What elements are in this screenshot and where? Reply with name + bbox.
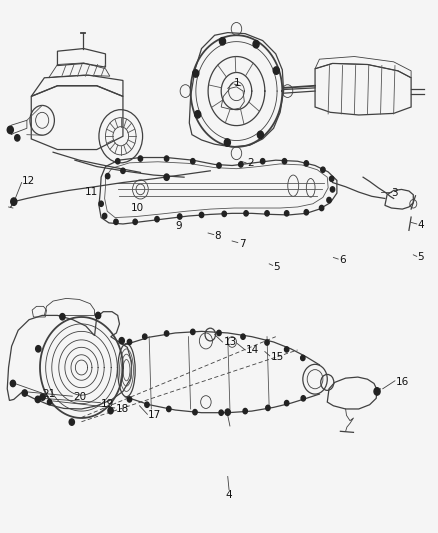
Text: 7: 7 [239,239,245,248]
Circle shape [219,37,226,45]
Circle shape [133,219,138,224]
Circle shape [116,159,120,164]
Text: 5: 5 [274,262,280,271]
Text: 16: 16 [396,377,409,387]
Text: 11: 11 [85,187,98,197]
Circle shape [374,387,380,395]
Text: 4: 4 [418,220,424,230]
Circle shape [99,201,103,206]
Circle shape [217,330,221,336]
Text: 21: 21 [42,389,56,399]
Circle shape [11,380,15,386]
Circle shape [327,197,331,203]
Circle shape [193,70,199,77]
Circle shape [219,410,223,415]
Circle shape [47,399,52,405]
Circle shape [222,211,226,216]
Circle shape [193,409,197,415]
Circle shape [145,402,149,407]
Text: 20: 20 [73,392,86,402]
Text: 15: 15 [271,352,284,362]
Circle shape [40,394,45,400]
Circle shape [199,212,204,217]
Circle shape [191,329,195,335]
Circle shape [127,397,132,402]
Circle shape [11,198,17,205]
Circle shape [60,313,65,320]
Circle shape [285,347,289,352]
Circle shape [283,159,287,164]
Circle shape [225,409,230,415]
Circle shape [304,161,308,166]
Circle shape [138,156,143,161]
Circle shape [191,159,195,164]
Text: 10: 10 [131,203,144,213]
Circle shape [119,337,124,344]
Circle shape [239,162,243,167]
Circle shape [253,41,259,48]
Circle shape [177,214,182,219]
Circle shape [155,216,159,222]
Circle shape [329,176,334,181]
Circle shape [143,334,147,340]
Circle shape [266,405,270,410]
Circle shape [300,356,305,361]
Circle shape [164,174,169,180]
Text: 9: 9 [175,221,182,231]
Circle shape [244,211,248,216]
Circle shape [241,334,245,340]
Circle shape [69,419,74,425]
Circle shape [319,205,324,211]
Circle shape [114,219,118,224]
Circle shape [265,340,269,345]
Circle shape [285,400,289,406]
Text: 14: 14 [246,345,259,355]
Circle shape [304,209,308,215]
Circle shape [166,406,171,411]
Text: 3: 3 [392,188,398,198]
Text: 13: 13 [223,337,237,347]
Circle shape [121,168,125,173]
Circle shape [285,211,289,216]
Circle shape [22,390,27,396]
Text: 19: 19 [101,399,114,409]
Text: 1: 1 [234,78,241,88]
Circle shape [301,395,305,401]
Text: 5: 5 [418,253,424,262]
Circle shape [321,167,325,172]
Circle shape [35,396,40,402]
Text: 8: 8 [215,231,221,241]
Circle shape [14,135,20,141]
Circle shape [258,131,264,139]
Circle shape [164,156,169,161]
Circle shape [261,159,265,164]
Text: 2: 2 [247,158,254,168]
Circle shape [7,126,13,134]
Circle shape [265,211,269,216]
Circle shape [106,173,110,179]
Text: 6: 6 [339,255,346,265]
Circle shape [102,213,107,219]
Circle shape [164,331,169,336]
Circle shape [224,139,230,146]
Circle shape [95,312,101,319]
Circle shape [35,345,41,352]
Text: 12: 12 [21,176,35,187]
Circle shape [108,407,113,414]
Text: 4: 4 [226,490,232,500]
Circle shape [217,163,221,168]
Circle shape [273,67,279,74]
Text: 18: 18 [116,404,129,414]
Circle shape [127,340,132,345]
Text: 17: 17 [148,410,162,421]
Circle shape [243,408,247,414]
Circle shape [194,111,201,118]
Circle shape [330,187,335,192]
